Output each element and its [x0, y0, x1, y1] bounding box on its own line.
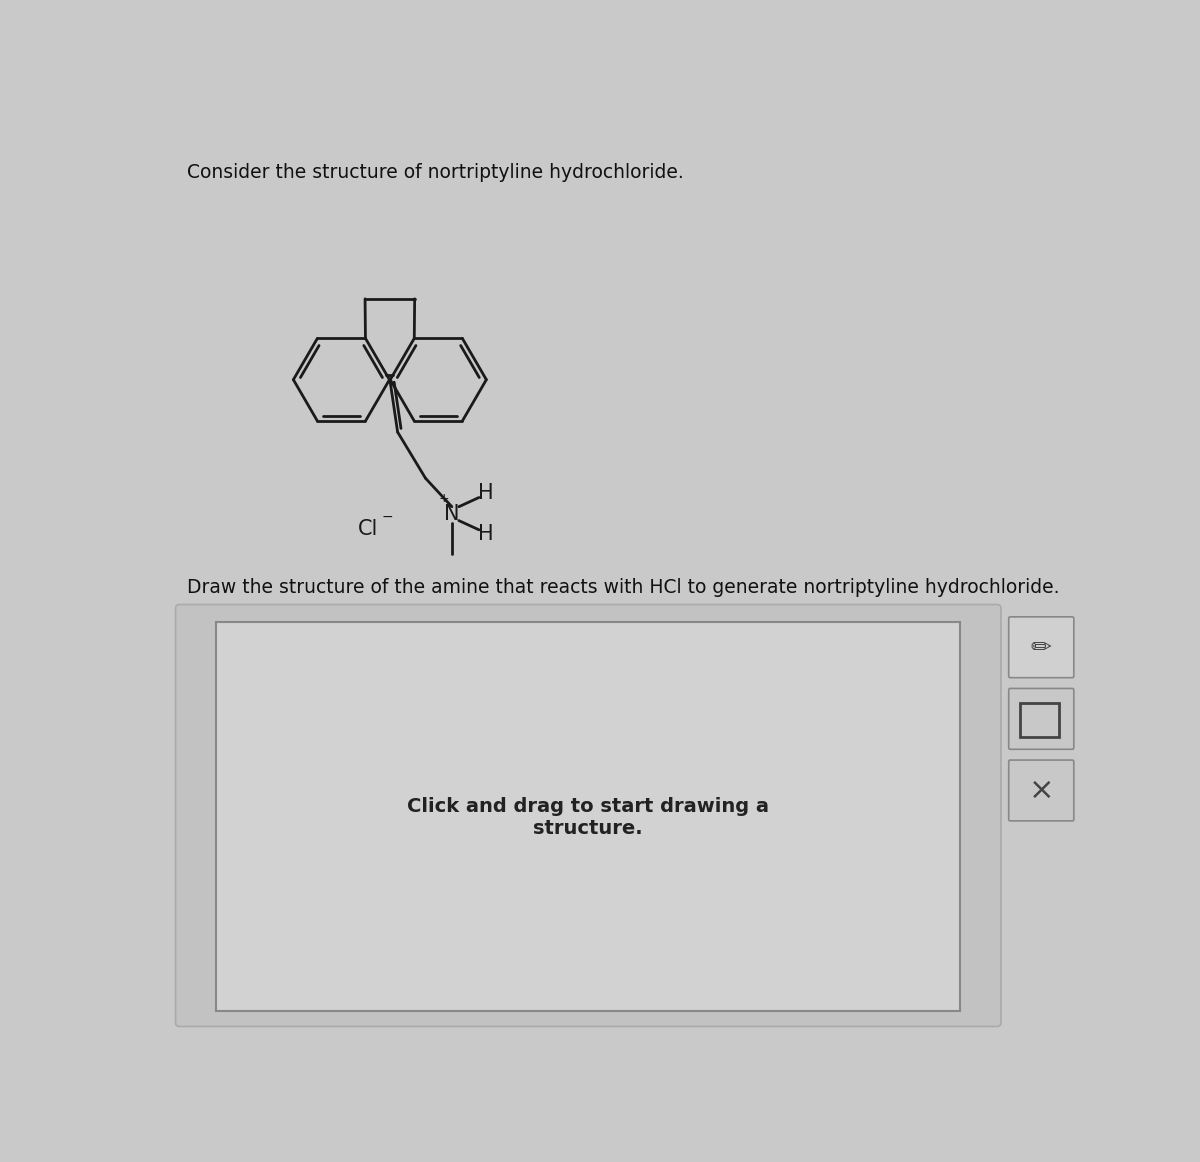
Text: Consider the structure of nortriptyline hydrochloride.: Consider the structure of nortriptyline …: [187, 163, 684, 181]
Text: N: N: [444, 503, 460, 524]
Text: −: −: [382, 510, 394, 524]
FancyBboxPatch shape: [1009, 760, 1074, 820]
Text: Click and drag to start drawing a
structure.: Click and drag to start drawing a struct…: [407, 796, 769, 838]
FancyBboxPatch shape: [1009, 617, 1074, 677]
Text: Cl: Cl: [358, 519, 378, 539]
Text: Draw the structure of the amine that reacts with HCl to generate nortriptyline h: Draw the structure of the amine that rea…: [187, 579, 1060, 597]
Text: ×: ×: [1028, 776, 1054, 805]
Text: ✏: ✏: [1031, 636, 1051, 660]
FancyBboxPatch shape: [1009, 688, 1074, 749]
FancyBboxPatch shape: [216, 622, 960, 1011]
Text: H: H: [478, 524, 493, 545]
FancyBboxPatch shape: [175, 604, 1001, 1026]
Text: H: H: [478, 483, 493, 503]
Text: +: +: [439, 492, 450, 504]
